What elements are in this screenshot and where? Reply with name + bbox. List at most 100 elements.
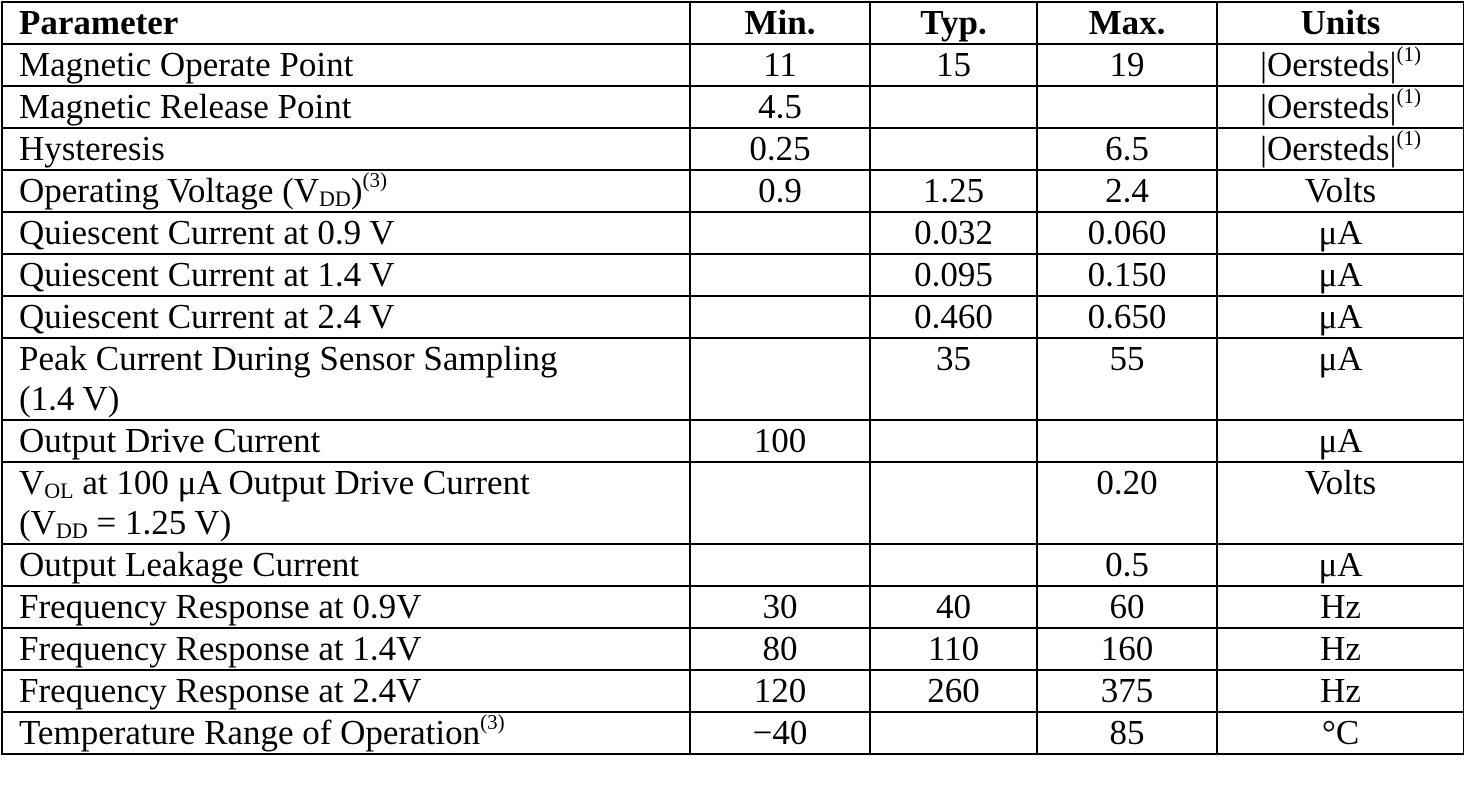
max-cell: 55 bbox=[1036, 337, 1218, 421]
typ-cell: 35 bbox=[869, 337, 1038, 421]
typ-cell: 40 bbox=[869, 585, 1038, 629]
units-cell: μA bbox=[1216, 211, 1464, 255]
units-cell: °C bbox=[1216, 711, 1464, 755]
min-cell: 100 bbox=[689, 419, 871, 463]
units-cell: Hz bbox=[1216, 669, 1464, 713]
table-row: Hysteresis 0.25 6.5 |Oersteds|(1) bbox=[1, 126, 1464, 171]
header-typ: Typ. bbox=[869, 1, 1038, 45]
min-cell: 4.5 bbox=[689, 85, 871, 129]
parameter-cell: Peak Current During Sensor Sampling (1.4 … bbox=[1, 337, 691, 421]
parameter-cell: Quiescent Current at 2.4 V bbox=[1, 295, 691, 339]
min-cell bbox=[689, 295, 871, 339]
typ-cell: 0.032 bbox=[869, 211, 1038, 255]
header-row: Parameter Min. Typ. Max. Units bbox=[1, 1, 1464, 45]
typ-cell bbox=[869, 543, 1038, 587]
max-cell: 2.4 bbox=[1036, 169, 1218, 213]
parameter-cell: Frequency Response at 2.4V bbox=[1, 669, 691, 713]
typ-cell: 0.095 bbox=[869, 253, 1038, 297]
typ-cell: 110 bbox=[869, 627, 1038, 671]
header-min: Min. bbox=[689, 1, 871, 45]
parameter-text-line2: (1.4 V) bbox=[19, 379, 120, 418]
parameter-text-line2: (V bbox=[19, 503, 56, 542]
parameter-cell: VOL at 100 μA Output Drive Current (VDD =… bbox=[1, 461, 691, 545]
units-cell: |Oersteds|(1) bbox=[1216, 84, 1464, 129]
parameter-text: Temperature Range of Operation bbox=[19, 713, 481, 752]
units-cell: μA bbox=[1216, 253, 1464, 297]
header-parameter: Parameter bbox=[1, 1, 691, 45]
table-row: Frequency Response at 2.4V 120 260 375 H… bbox=[1, 669, 1464, 713]
parameter-cell: Hysteresis bbox=[1, 127, 691, 171]
parameter-cell: Frequency Response at 1.4V bbox=[1, 627, 691, 671]
table-row: Quiescent Current at 1.4 V 0.095 0.150 μ… bbox=[1, 253, 1464, 297]
parameter-cell: Magnetic Operate Point bbox=[1, 43, 691, 87]
min-cell bbox=[689, 461, 871, 545]
parameter-text: Output Drive Current bbox=[19, 421, 321, 460]
min-cell: 120 bbox=[689, 669, 871, 713]
table-row: Quiescent Current at 0.9 V 0.032 0.060 μ… bbox=[1, 211, 1464, 255]
units-cell: μA bbox=[1216, 295, 1464, 339]
table-row: Frequency Response at 1.4V 80 110 160 Hz bbox=[1, 627, 1464, 671]
header-units: Units bbox=[1216, 1, 1464, 45]
max-cell: 19 bbox=[1036, 43, 1218, 87]
parameter-cell: Temperature Range of Operation(3) bbox=[1, 710, 691, 755]
min-cell bbox=[689, 337, 871, 421]
typ-cell bbox=[869, 711, 1038, 755]
typ-cell bbox=[869, 127, 1038, 171]
units-cell: μA bbox=[1216, 419, 1464, 463]
parameter-text: Magnetic Operate Point bbox=[19, 45, 354, 84]
parameter-text: Magnetic Release Point bbox=[19, 87, 352, 126]
parameter-footnote: (3) bbox=[480, 710, 505, 734]
typ-cell: 260 bbox=[869, 669, 1038, 713]
typ-cell bbox=[869, 461, 1038, 545]
parameter-cell: Quiescent Current at 0.9 V bbox=[1, 211, 691, 255]
units-cell: μA bbox=[1216, 543, 1464, 587]
parameter-text: Operating Voltage (V bbox=[19, 171, 320, 210]
typ-cell bbox=[869, 419, 1038, 463]
table-row: Peak Current During Sensor Sampling (1.4 … bbox=[1, 337, 1464, 421]
typ-cell: 0.460 bbox=[869, 295, 1038, 339]
unit-text: |Oersteds| bbox=[1260, 129, 1397, 168]
min-cell bbox=[689, 211, 871, 255]
units-cell: Volts bbox=[1216, 461, 1464, 545]
max-cell bbox=[1036, 85, 1218, 129]
header-max: Max. bbox=[1036, 1, 1218, 45]
unit-text: |Oersteds| bbox=[1260, 87, 1397, 126]
parameter-subscript: DD bbox=[319, 186, 351, 211]
max-cell: 6.5 bbox=[1036, 127, 1218, 171]
max-cell: 0.150 bbox=[1036, 253, 1218, 297]
parameter-text: Quiescent Current at 1.4 V bbox=[19, 255, 395, 294]
units-cell: |Oersteds|(1) bbox=[1216, 43, 1464, 87]
table-row: Output Leakage Current 0.5 μA bbox=[1, 543, 1464, 587]
parameter-text: Hysteresis bbox=[19, 129, 165, 168]
unit-footnote: (1) bbox=[1396, 84, 1421, 108]
max-cell: 0.650 bbox=[1036, 295, 1218, 339]
parameter-cell: Output Leakage Current bbox=[1, 543, 691, 587]
table-row: Magnetic Release Point 4.5 |Oersteds|(1) bbox=[1, 84, 1464, 129]
max-cell: 60 bbox=[1036, 585, 1218, 629]
max-cell: 0.060 bbox=[1036, 211, 1218, 255]
parameter-text-line2-end: = 1.25 V) bbox=[87, 503, 232, 542]
parameter-text: V bbox=[19, 463, 45, 502]
unit-footnote: (1) bbox=[1396, 126, 1421, 150]
parameter-subscript: OL bbox=[44, 478, 74, 503]
parameter-cell: Frequency Response at 0.9V bbox=[1, 585, 691, 629]
typ-cell: 1.25 bbox=[869, 169, 1038, 213]
min-cell: 11 bbox=[689, 43, 871, 87]
parameter-cell: Quiescent Current at 1.4 V bbox=[1, 253, 691, 297]
min-cell: 80 bbox=[689, 627, 871, 671]
parameter-cell: Operating Voltage (VDD)(3) bbox=[1, 169, 691, 213]
min-cell: −40 bbox=[689, 711, 871, 755]
table-row: Magnetic Operate Point 11 15 19 |Oersted… bbox=[1, 43, 1464, 87]
table-row: Output Drive Current 100 μA bbox=[1, 419, 1464, 463]
max-cell: 0.20 bbox=[1036, 461, 1218, 545]
units-cell: Hz bbox=[1216, 627, 1464, 671]
parameter-text-end: ) bbox=[350, 171, 363, 210]
parameter-cell: Output Drive Current bbox=[1, 419, 691, 463]
parameter-text-end: at 100 μA Output Drive Current bbox=[73, 463, 530, 502]
max-cell: 160 bbox=[1036, 627, 1218, 671]
max-cell: 85 bbox=[1036, 711, 1218, 755]
min-cell bbox=[689, 543, 871, 587]
max-cell: 0.5 bbox=[1036, 543, 1218, 587]
min-cell: 0.25 bbox=[689, 127, 871, 171]
units-cell: μA bbox=[1216, 337, 1464, 421]
